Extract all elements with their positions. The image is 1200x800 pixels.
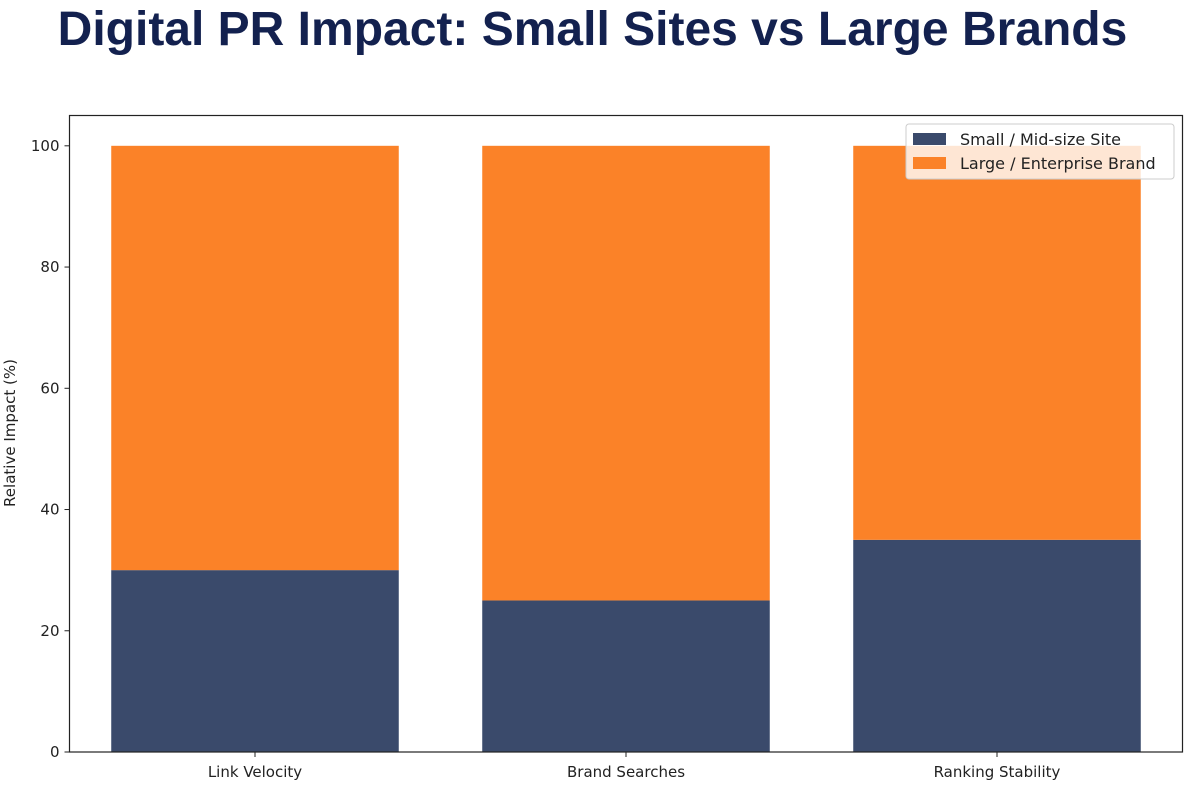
bar-small-site-0 (111, 570, 399, 752)
bar-large-brand-0 (111, 145, 399, 571)
x-tick-label: Link Velocity (208, 763, 302, 781)
bar-large-brand-1 (482, 145, 770, 601)
x-tick-label: Ranking Stability (934, 763, 1061, 781)
x-tick-label: Brand Searches (567, 763, 685, 781)
y-tick-label: 20 (40, 622, 59, 640)
legend-label: Small / Mid-size Site (960, 130, 1121, 149)
bar-small-site-1 (482, 600, 770, 752)
bar-small-site-2 (853, 539, 1141, 752)
chart-title: Digital PR Impact: Small Sites vs Large … (57, 3, 1128, 56)
y-tick-label: 100 (31, 137, 60, 155)
y-axis-label: Relative Impact (%) (1, 359, 19, 507)
y-tick-label: 40 (40, 501, 59, 519)
y-tick-label: 60 (40, 379, 59, 397)
legend-label: Large / Enterprise Brand (960, 154, 1156, 173)
legend-swatch (913, 157, 946, 169)
bar-large-brand-2 (853, 145, 1141, 540)
legend: Small / Mid-size Site Large / Enterprise … (905, 123, 1175, 180)
y-tick-label: 80 (40, 258, 59, 276)
legend-swatch (913, 133, 946, 145)
y-tick-label: 0 (50, 743, 60, 761)
